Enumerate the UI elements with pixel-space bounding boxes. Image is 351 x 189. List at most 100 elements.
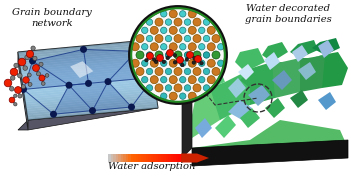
Circle shape <box>29 57 36 64</box>
Circle shape <box>199 60 205 66</box>
Polygon shape <box>18 40 148 54</box>
Polygon shape <box>318 92 336 110</box>
Circle shape <box>203 68 210 75</box>
Polygon shape <box>240 62 288 105</box>
Circle shape <box>4 79 12 87</box>
Circle shape <box>180 44 186 50</box>
Circle shape <box>193 84 201 92</box>
Circle shape <box>199 27 205 33</box>
Circle shape <box>41 82 45 85</box>
Circle shape <box>33 56 37 61</box>
Circle shape <box>154 60 158 64</box>
Circle shape <box>184 68 191 75</box>
Bar <box>153 154 156 162</box>
Circle shape <box>169 76 177 84</box>
Polygon shape <box>19 45 149 59</box>
Polygon shape <box>27 99 157 113</box>
Circle shape <box>199 44 205 50</box>
Polygon shape <box>23 76 154 91</box>
Bar <box>166 154 168 162</box>
Polygon shape <box>88 82 132 111</box>
Bar <box>138 154 141 162</box>
Circle shape <box>15 87 21 93</box>
Circle shape <box>188 10 196 18</box>
Polygon shape <box>21 63 152 77</box>
Circle shape <box>33 65 39 71</box>
Polygon shape <box>25 90 155 104</box>
Bar <box>135 154 139 162</box>
Circle shape <box>136 67 144 75</box>
Polygon shape <box>21 60 151 75</box>
Circle shape <box>128 104 135 111</box>
Circle shape <box>80 46 87 53</box>
Circle shape <box>157 54 164 61</box>
Circle shape <box>155 51 163 59</box>
Polygon shape <box>19 47 149 61</box>
Polygon shape <box>265 98 285 118</box>
Circle shape <box>145 58 148 62</box>
Circle shape <box>203 19 210 25</box>
Circle shape <box>160 44 167 50</box>
Polygon shape <box>208 65 225 88</box>
Polygon shape <box>53 83 93 114</box>
Polygon shape <box>292 45 308 62</box>
Circle shape <box>169 59 177 67</box>
Circle shape <box>207 43 215 51</box>
Circle shape <box>141 27 148 33</box>
Circle shape <box>174 67 182 75</box>
Circle shape <box>165 19 172 25</box>
Circle shape <box>14 63 19 68</box>
Circle shape <box>166 56 170 60</box>
Circle shape <box>136 51 144 59</box>
Circle shape <box>173 60 177 64</box>
Polygon shape <box>182 56 192 158</box>
Circle shape <box>173 53 177 57</box>
Circle shape <box>169 10 177 18</box>
Circle shape <box>18 94 22 98</box>
Bar <box>126 154 128 162</box>
Bar <box>180 154 184 162</box>
Circle shape <box>141 44 148 50</box>
Polygon shape <box>19 49 150 63</box>
Circle shape <box>169 92 177 100</box>
Polygon shape <box>228 78 246 98</box>
Circle shape <box>146 68 153 75</box>
Circle shape <box>165 35 172 42</box>
Circle shape <box>150 74 157 81</box>
Polygon shape <box>248 85 270 106</box>
Circle shape <box>192 61 196 64</box>
Polygon shape <box>23 72 153 86</box>
Circle shape <box>31 46 35 50</box>
Circle shape <box>169 26 177 34</box>
Circle shape <box>150 43 158 51</box>
Circle shape <box>28 82 32 86</box>
Polygon shape <box>24 83 155 97</box>
Circle shape <box>10 68 18 76</box>
Circle shape <box>160 11 167 17</box>
Polygon shape <box>192 140 348 166</box>
Circle shape <box>177 57 184 64</box>
Circle shape <box>165 52 172 58</box>
Polygon shape <box>27 101 157 115</box>
Text: Water adsorption: Water adsorption <box>108 162 196 171</box>
Polygon shape <box>264 52 280 70</box>
Polygon shape <box>20 54 150 68</box>
Circle shape <box>146 35 153 42</box>
Text: Grain boundary
network: Grain boundary network <box>12 8 92 28</box>
Circle shape <box>146 19 153 25</box>
Circle shape <box>141 77 148 83</box>
Circle shape <box>14 102 17 106</box>
Circle shape <box>89 107 96 114</box>
Circle shape <box>50 111 57 118</box>
Circle shape <box>136 35 144 43</box>
Circle shape <box>212 35 220 43</box>
Circle shape <box>25 55 29 60</box>
Circle shape <box>188 92 196 100</box>
Polygon shape <box>195 118 212 138</box>
Circle shape <box>194 56 201 63</box>
Polygon shape <box>192 88 240 138</box>
Bar <box>140 154 144 162</box>
Circle shape <box>150 59 158 67</box>
Circle shape <box>207 26 215 34</box>
Bar <box>176 154 179 162</box>
